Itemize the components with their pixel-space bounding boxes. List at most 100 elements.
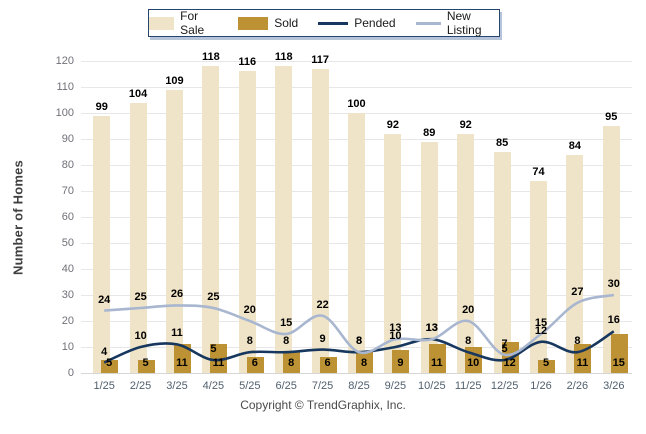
y-tick-label-80: 80: [61, 159, 74, 171]
for-sale-bar: [348, 113, 365, 373]
for-sale-bar: [566, 154, 584, 373]
for-sale-value-label: 104: [128, 87, 148, 100]
for-sale-value-label: 109: [165, 74, 184, 87]
sold-value-label: 5: [142, 357, 149, 369]
sold-value-label: 5: [106, 357, 113, 369]
new-listing-value-label: 7: [501, 337, 508, 350]
gridline-0: [81, 373, 632, 374]
for-sale-value-label: 92: [459, 118, 472, 131]
for-sale-value-label: 117: [311, 53, 329, 66]
new-listing-value-label: 27: [571, 285, 584, 298]
new-listing-value-label: 20: [462, 304, 475, 316]
sold-bar: [137, 360, 155, 373]
new-listing-value-label: 30: [607, 278, 620, 290]
gridline-110: [81, 87, 632, 88]
for-sale-bar: [238, 71, 256, 373]
pended-value-label: 16: [607, 314, 620, 327]
legend-item-for-sale: For Sale: [149, 9, 218, 37]
sold-value-label: 11: [576, 357, 589, 369]
new-listing-value-label: 15: [280, 317, 293, 329]
x-tick-label-7-25: 7/25: [311, 380, 334, 392]
pended-value-label: 9: [319, 332, 326, 345]
new-listing-value-label: 15: [534, 317, 548, 329]
pended-value-label: 11: [171, 327, 183, 340]
x-tick-label-8-25: 8/25: [348, 380, 370, 392]
for-sale-value-label: 89: [423, 126, 436, 139]
pended-value-label: 8: [574, 335, 581, 348]
for-sale-value-label: 116: [238, 56, 257, 69]
new-listing-value-label: 25: [134, 291, 147, 303]
y-tick-label-10: 10: [61, 341, 74, 353]
legend-item-pended: Pended: [318, 16, 396, 30]
sold-bar: [319, 357, 337, 373]
sold-value-label: 11: [430, 357, 443, 369]
plot-area: 0 10 20 30 40 50 60 70 80 90 100 110 120 4 10 11 5 8 8 9 8 10…: [56, 51, 632, 392]
sold-value-label: 5: [542, 357, 550, 369]
sold-bar: [428, 344, 446, 373]
new-listing-value-label: 24: [98, 293, 111, 306]
new-listing-value-label: 13: [389, 322, 402, 335]
pended-value-label: 5: [210, 343, 217, 355]
for-sale-value-label: 85: [495, 137, 509, 149]
x-tick-label-10-25: 10/25: [418, 380, 446, 392]
gridline-120: [81, 61, 632, 62]
legend-label-for-sale: For Sale: [180, 9, 205, 37]
legend-label-pended: Pended: [354, 16, 396, 30]
legend-item-sold: Sold: [238, 16, 298, 30]
y-tick-label-110: 110: [56, 81, 74, 93]
new-listing-value-label: 26: [170, 288, 184, 301]
pended-value-label: 13: [425, 322, 438, 335]
y-axis-title: Number of Homes: [10, 160, 26, 275]
pended-value-label: 8: [355, 335, 363, 348]
sold-value-label: 11: [212, 357, 225, 369]
x-tick-label-5-25: 5/25: [239, 380, 261, 392]
x-tick-label-3-25: 3/25: [166, 380, 188, 392]
new-listing-value-label: 25: [207, 291, 220, 303]
pended-value-label: 8: [465, 335, 472, 348]
sold-bar: [610, 334, 628, 373]
pended-value-label: 4: [101, 345, 108, 358]
for-sale-value-label: 118: [274, 51, 293, 64]
sold-value-label: 6: [324, 357, 331, 369]
x-tick-label-6-25: 6/25: [275, 380, 297, 392]
y-tick-label-100: 100: [55, 107, 74, 119]
for-sale-value-label: 118: [202, 51, 220, 64]
for-sale-value-label: 100: [347, 98, 366, 110]
sold-bar: [538, 360, 555, 373]
y-tick-label-70: 70: [61, 185, 74, 197]
new-listing-value-label: 20: [243, 304, 256, 316]
line-layer: [103, 293, 615, 364]
for-sale-value-label: 95: [605, 111, 618, 123]
sold-bar: [246, 357, 264, 373]
for-sale-value-label: 92: [386, 118, 400, 131]
for-sale-bar: [493, 152, 511, 373]
x-tick-label-12-25: 12/25: [490, 380, 519, 392]
legend-label-sold: Sold: [274, 16, 299, 30]
for-sale-legend-swatch: [149, 16, 175, 30]
for-sale-bar: [384, 133, 402, 373]
pended-value-label: 12: [534, 324, 548, 337]
y-tick-label-120: 120: [55, 55, 74, 67]
for-sale-bar: [275, 66, 293, 373]
pended-value-label: 8: [246, 335, 253, 348]
x-tick-label-3-26: 3/26: [603, 380, 625, 392]
sold-bar: [356, 352, 373, 373]
x-tick-label-2-25: 2/25: [129, 380, 152, 392]
sold-value-label: 9: [397, 357, 404, 369]
for-sale-bar: [530, 180, 547, 373]
pended-legend-swatch: [318, 21, 349, 25]
pended-value-label: 8: [283, 335, 290, 348]
for-sale-bar: [420, 141, 438, 373]
new-listing-value-label: 22: [316, 298, 329, 311]
x-tick-label-4-25: 4/25: [202, 380, 225, 392]
y-tick-label-60: 60: [61, 211, 74, 223]
sold-value-label: 8: [360, 357, 368, 369]
new-listing-value-label: 13: [425, 322, 438, 335]
for-sale-bar: [166, 89, 183, 373]
sold-value-label: 6: [251, 357, 258, 369]
y-tick-label-40: 40: [61, 263, 74, 275]
pended-value-label: 5: [501, 343, 508, 355]
x-tick-label-2-26: 2/26: [566, 380, 589, 392]
y-tick-label-20: 20: [61, 315, 74, 327]
